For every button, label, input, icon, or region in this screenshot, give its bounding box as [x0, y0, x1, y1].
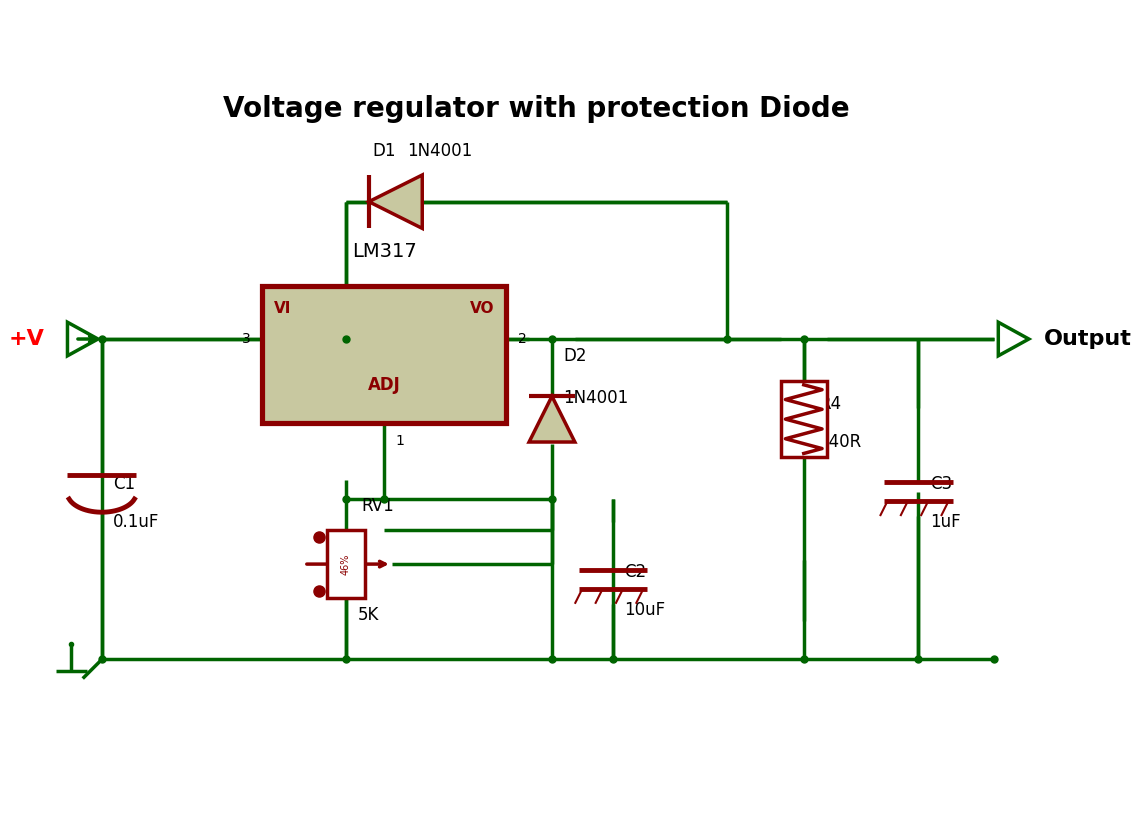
Text: 1: 1: [396, 435, 404, 449]
Text: VO: VO: [470, 301, 495, 316]
Text: 3: 3: [242, 332, 250, 346]
Text: 1uF: 1uF: [930, 513, 960, 531]
Text: 1N4001: 1N4001: [407, 142, 472, 160]
Text: +V: +V: [9, 329, 44, 349]
Text: Voltage regulator with protection Diode: Voltage regulator with protection Diode: [223, 95, 850, 123]
Text: Output: Output: [1044, 329, 1132, 349]
Text: 46%: 46%: [341, 553, 351, 574]
Text: C3: C3: [930, 475, 951, 493]
Text: ADJ: ADJ: [368, 376, 401, 393]
Text: C2: C2: [625, 563, 646, 581]
Text: RV1: RV1: [361, 496, 394, 514]
Text: VI: VI: [273, 301, 291, 316]
Text: D2: D2: [563, 346, 587, 365]
Text: 1N4001: 1N4001: [563, 388, 628, 407]
Text: D1: D1: [372, 142, 396, 160]
FancyBboxPatch shape: [327, 530, 365, 598]
Text: 2: 2: [518, 332, 527, 346]
Text: C1: C1: [114, 475, 135, 493]
Polygon shape: [369, 175, 422, 229]
Polygon shape: [529, 396, 575, 442]
Text: 240R: 240R: [819, 433, 863, 451]
FancyBboxPatch shape: [262, 286, 506, 423]
Text: R4: R4: [819, 395, 841, 413]
FancyBboxPatch shape: [781, 381, 826, 458]
Text: 5K: 5K: [357, 606, 379, 624]
Text: 10uF: 10uF: [625, 601, 666, 619]
Text: LM317: LM317: [352, 242, 417, 261]
Text: 0.1uF: 0.1uF: [114, 513, 159, 531]
